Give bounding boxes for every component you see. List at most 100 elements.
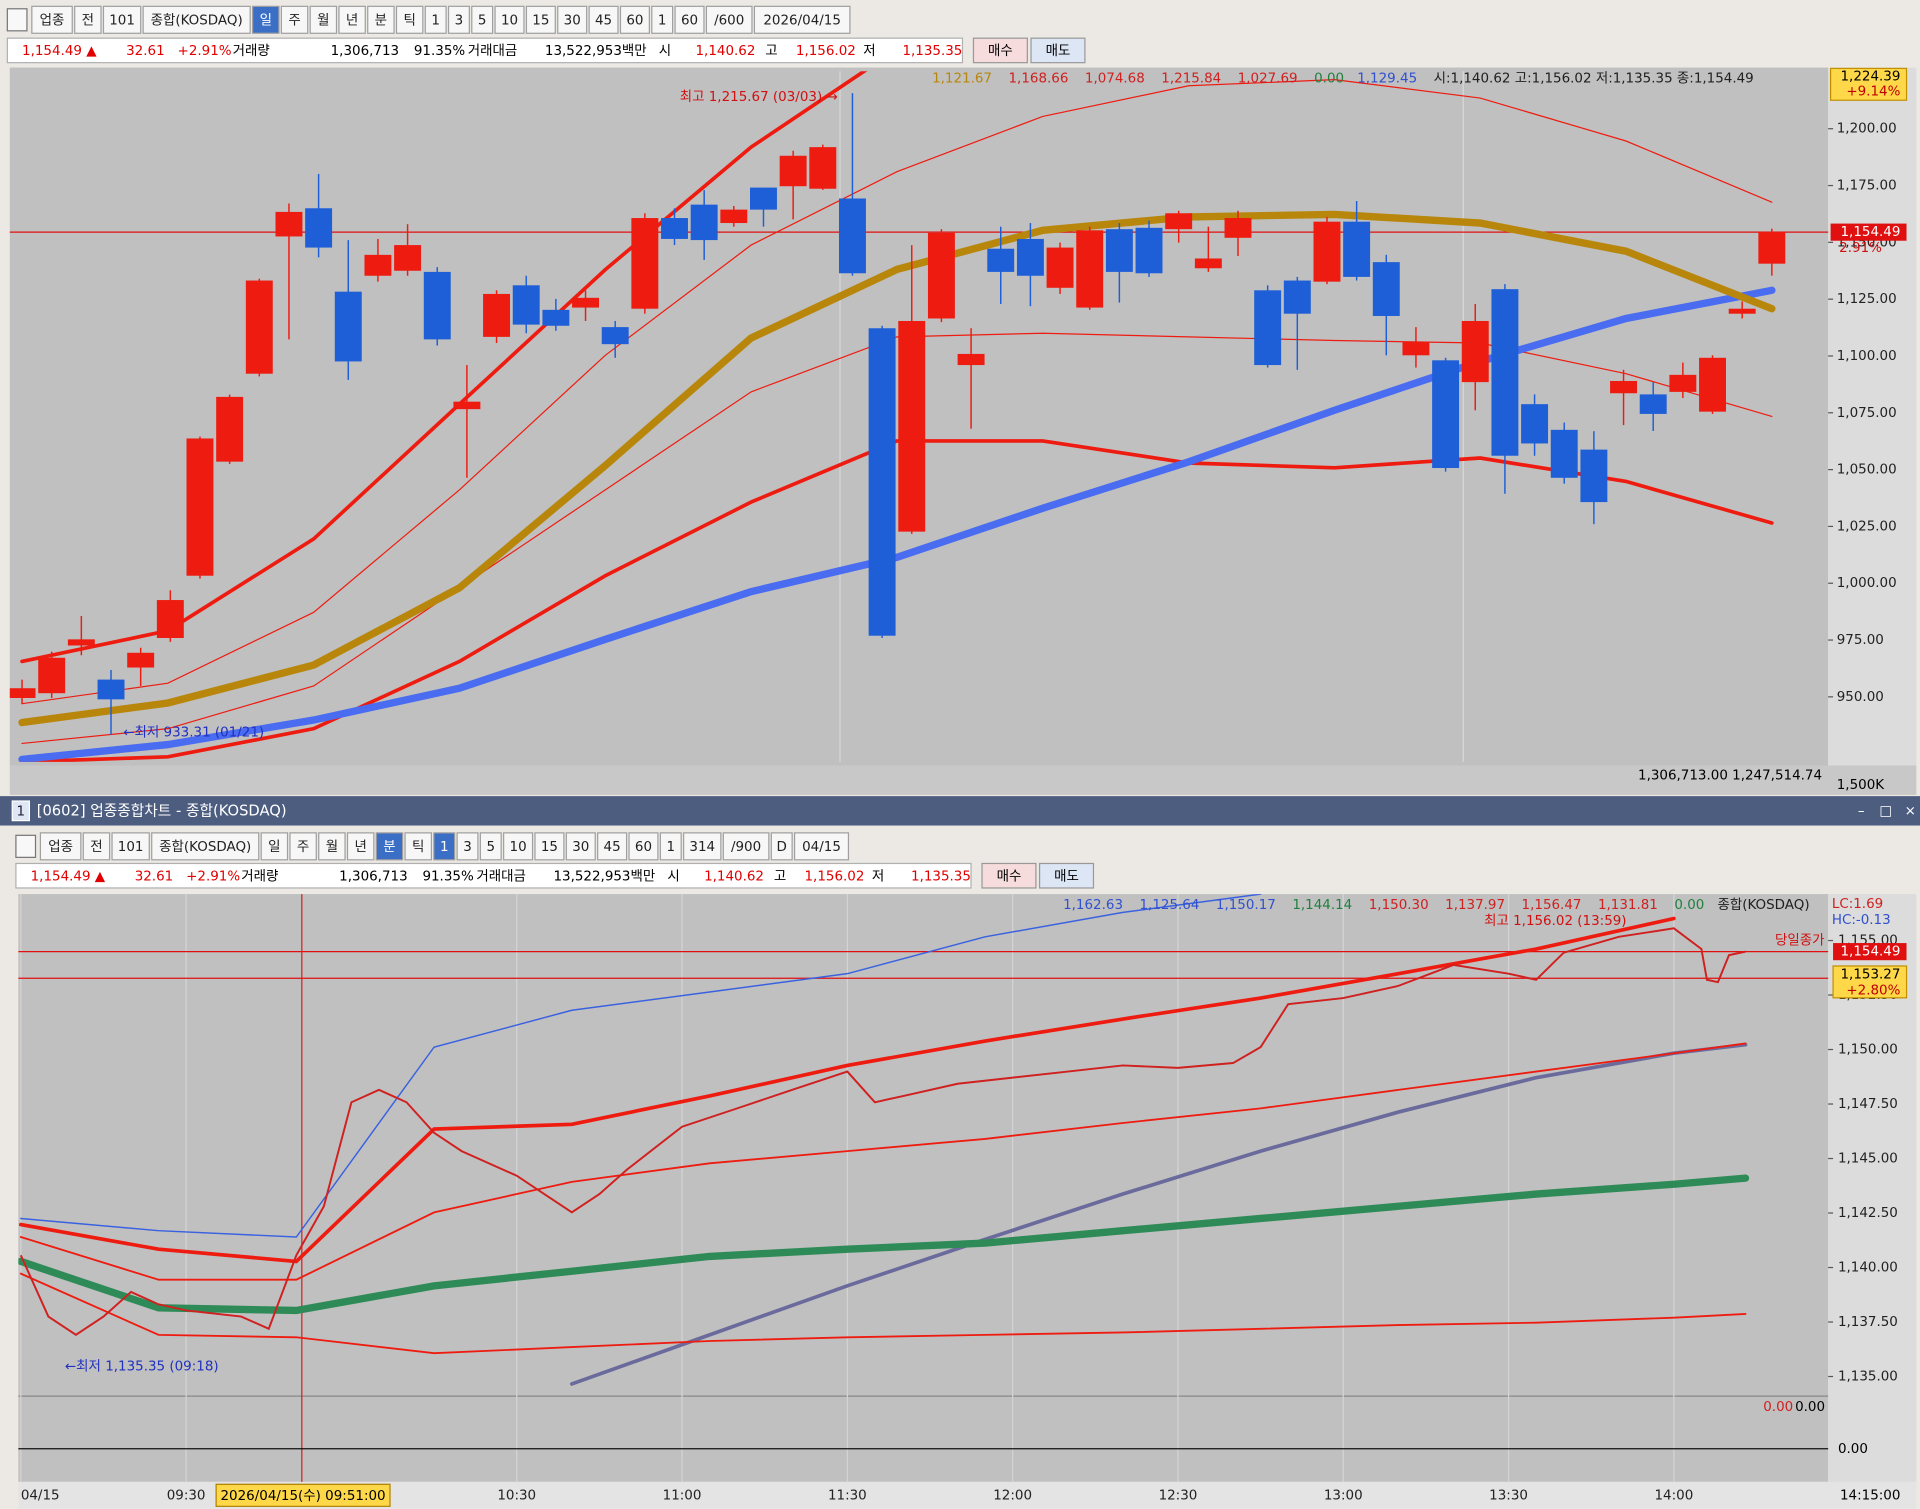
toolbar-button[interactable] [705,5,753,34]
toolbar-label: 1 [658,13,667,28]
toolbar-button[interactable] [346,832,375,861]
info-text: 32.61 [126,44,165,59]
toolbar-button[interactable] [651,5,674,34]
window-control[interactable]: × [1905,804,1916,819]
price-tag-label: 1,154.49 [1840,945,1900,960]
toolbar-button[interactable] [280,5,309,34]
candle-body [1372,262,1400,316]
y-tick-label: 1,135.00 [1838,1370,1898,1385]
toolbar-button[interactable] [395,5,424,34]
toolbar-button[interactable] [433,832,456,861]
candle-body [631,218,659,309]
window-titlebar [0,796,1920,826]
toolbar-label: 5 [478,13,487,28]
trade-button[interactable] [972,37,1028,64]
toolbar-button[interactable] [753,5,851,34]
toolbar-button[interactable] [557,5,588,34]
info-bar [6,37,964,64]
price-tag [1830,67,1908,101]
toolbar-button[interactable] [674,5,705,34]
toolbar-button[interactable] [597,832,628,861]
hc-label: HC:-0.13 [1832,913,1891,928]
info-bar [15,862,972,889]
window-title: [0602] 업종종합차트 - 종합(KOSDAQ) [37,802,287,819]
info-text: 거래량 [233,43,270,59]
toolbar-button[interactable] [289,832,317,861]
sub-readout: 0.00 [1763,1400,1793,1415]
toolbar-label: 101 [118,840,144,855]
info-text: 91.35% [414,44,466,59]
toolbar-button[interactable] [318,832,346,861]
x-tick-label: 11:00 [663,1488,702,1503]
toolbar-button[interactable] [471,5,494,34]
price-tag [1830,223,1907,241]
trade-button[interactable] [1038,862,1095,889]
toolbar-label: D [777,840,787,855]
toolbar-button[interactable] [142,5,251,34]
candle-body [305,208,333,248]
toolbar-button[interactable] [338,5,366,34]
toolbar-button[interactable] [534,832,565,861]
toolbar-button[interactable] [252,5,280,34]
window-control[interactable]: □ [1879,804,1892,819]
toolbar-button[interactable] [260,832,289,861]
toolbar-button[interactable] [525,5,556,34]
info-text: 1,156.02 [804,869,864,884]
toolbar-button[interactable] [479,832,502,861]
toolbar-button[interactable] [309,5,338,34]
toolbar-button[interactable] [722,832,770,861]
toolbar-button[interactable] [659,832,682,861]
price-tag-change: +2.80% [1846,983,1900,998]
candle-body [601,327,629,345]
toolbar-button[interactable] [588,5,619,34]
toolbar-label: 314 [689,840,715,855]
trade-button[interactable] [1030,37,1086,64]
toolbar-button[interactable] [628,832,659,861]
toolbar-button[interactable] [31,5,73,34]
toolbar-label: 45 [595,13,612,28]
candle-body [1669,374,1697,392]
toolbar-button[interactable] [619,5,650,34]
x-tick-label: 13:30 [1489,1488,1528,1503]
candle-body [1076,230,1104,308]
window-control[interactable]: – [1858,804,1865,819]
toolbar-button[interactable] [456,832,479,861]
toolbar-button[interactable] [74,5,102,34]
y-tick-label: 1,200.00 [1837,122,1897,137]
toolbar-button[interactable] [375,832,404,861]
toolbar-button[interactable] [404,832,432,861]
toolbar-label: 틱 [412,839,424,855]
y-tick-label: 1,137.50 [1838,1315,1898,1330]
toolbar-button[interactable] [82,832,111,861]
candle-body [779,155,807,187]
toolbar-button[interactable] [102,5,142,34]
info-text: 13,522,953백만 [553,868,655,884]
volume-strip [9,765,1917,795]
toolbar-button[interactable] [494,5,525,34]
candle-body [97,679,125,700]
toolbar-button[interactable] [447,5,470,34]
x-end-label: 14:15:00 [1840,1488,1900,1503]
legend-value: 1,121.67 [932,72,992,87]
trade-button[interactable] [981,862,1037,889]
toolbar-label: 주 [288,13,300,28]
toolbar-button[interactable] [503,832,534,861]
toolbar-button[interactable] [151,832,260,861]
toolbar-button[interactable] [424,5,447,34]
y-tick-label: 1,145.00 [1838,1152,1898,1167]
top-axis [1828,67,1917,766]
high-note: 최고 1,215.67 (03/03) → [680,89,838,105]
toolbar-button[interactable] [683,832,722,861]
candle-body [512,285,540,325]
toolbar-button[interactable] [770,832,793,861]
candle-body [216,396,244,462]
toolbar-button[interactable] [793,832,850,861]
toolbar-button[interactable] [39,832,82,861]
toolbar-button[interactable] [565,832,596,861]
toolbar-button[interactable] [111,832,150,861]
info-text: 1,156.02 [796,44,856,59]
toolbar-button[interactable] [367,5,395,34]
info-text: 거래대금 [468,43,518,59]
info-text: 13,522,953백만 [545,43,647,59]
